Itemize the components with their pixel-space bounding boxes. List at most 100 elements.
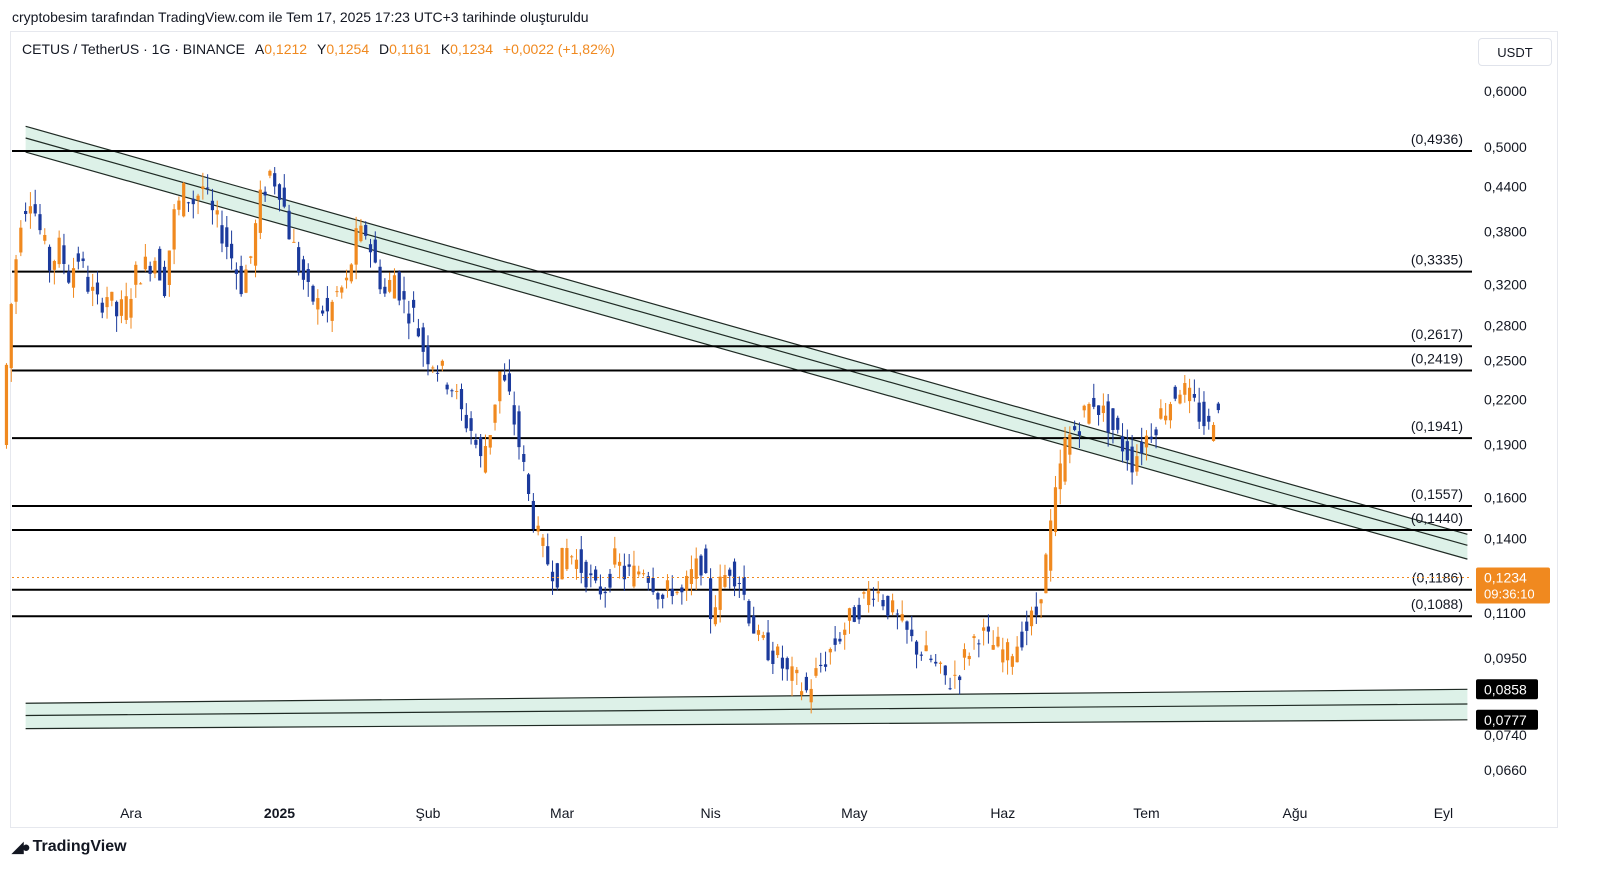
candle-body: [800, 691, 804, 695]
candle-body: [388, 279, 392, 292]
y-axis-tick-label: 0,2500: [1484, 352, 1527, 368]
candle-body: [1015, 646, 1019, 663]
candle-body: [814, 668, 818, 676]
candle-body: [258, 189, 262, 233]
candle-body: [967, 655, 971, 660]
level-label: (0,1088): [1411, 596, 1463, 612]
candle-body: [43, 234, 47, 241]
candle-body: [488, 434, 492, 448]
candle-body: [1106, 401, 1110, 433]
candle-body: [76, 253, 80, 262]
candle-body: [1096, 405, 1101, 415]
candle-body: [1020, 631, 1024, 648]
level-label: (0,3335): [1411, 252, 1463, 268]
candle-body: [138, 283, 143, 285]
candle-body: [617, 561, 622, 566]
y-axis-tick-label: 0,0740: [1484, 727, 1527, 743]
candle-body: [828, 648, 832, 653]
candle-body: [368, 244, 373, 253]
y-axis-tick-label: 0,3200: [1484, 276, 1527, 292]
high-value: 0,1254: [326, 41, 370, 57]
candle-body: [287, 210, 291, 240]
level-label: (0,1941): [1411, 418, 1463, 434]
candle-body: [445, 384, 449, 390]
candle-body: [867, 589, 871, 606]
tradingview-logo[interactable]: ◢● TradingView: [12, 838, 127, 856]
tradingview-logo-icon: ◢●: [12, 839, 31, 856]
descending-channel-fill: [25, 126, 1468, 560]
descending-channel-lower-line: [25, 151, 1468, 560]
candle-body: [780, 657, 785, 669]
candle-body: [613, 548, 617, 565]
candle-body: [943, 665, 947, 676]
candle-body: [627, 564, 631, 567]
candle-body: [689, 569, 694, 585]
candle-body: [110, 291, 114, 301]
candle-body: [622, 565, 626, 580]
candle-body: [1164, 415, 1168, 421]
candle-body: [220, 225, 224, 244]
candle-body: [1207, 415, 1211, 422]
candle-body: [680, 587, 684, 593]
y-axis-tick-label: 0,0950: [1484, 650, 1527, 666]
candle-body: [608, 573, 612, 588]
y-axis-tick-label: 0,0660: [1484, 762, 1527, 778]
candle-body: [991, 645, 995, 650]
candle-body: [1187, 387, 1192, 402]
close-value: 0,1234: [450, 41, 493, 57]
y-axis-tick-label: 0,2800: [1484, 317, 1527, 333]
candle-body: [158, 248, 162, 281]
candle-body: [325, 297, 329, 312]
candle-body: [277, 184, 282, 200]
candle-body: [1049, 520, 1053, 571]
candle-body: [503, 374, 507, 381]
candle-body: [229, 243, 234, 259]
candle-body: [704, 548, 708, 573]
candle-body: [364, 225, 368, 236]
support-channel-middle-line: [25, 703, 1468, 717]
candle-body: [771, 650, 775, 664]
descending-channel-middle-line: [25, 137, 1468, 546]
x-axis-tick-label: 2025: [264, 805, 295, 821]
candle-body: [124, 296, 128, 320]
candle-body: [1211, 424, 1216, 441]
candle-body: [479, 437, 483, 457]
price-tag-box: [1476, 679, 1538, 700]
candle-body: [38, 214, 42, 231]
candle-body: [699, 555, 703, 576]
currency-button[interactable]: USDT: [1478, 38, 1552, 66]
support-channel-fill: [25, 689, 1468, 729]
candle-body: [1111, 408, 1115, 431]
candle-body: [1216, 403, 1220, 411]
candle-body: [14, 259, 18, 302]
candle-body: [340, 287, 344, 293]
candle-body: [431, 367, 435, 369]
candle-body: [948, 688, 952, 690]
candle-body: [52, 260, 56, 270]
candle-body: [1144, 435, 1149, 448]
candle-body: [1159, 408, 1163, 419]
candle-body: [330, 301, 334, 321]
candle-body: [440, 360, 444, 366]
candle-body: [1073, 426, 1077, 430]
candle-body: [953, 674, 957, 676]
x-axis-tick-label: Haz: [990, 805, 1015, 821]
candle-body: [268, 170, 272, 176]
level-label: (0,1440): [1411, 510, 1463, 526]
candle-body: [1125, 441, 1129, 461]
candle-body: [938, 662, 943, 664]
candle-body: [129, 298, 133, 318]
symbol-name[interactable]: CETUS / TetherUS · 1G · BINANCE: [22, 41, 246, 57]
candle-body: [177, 200, 181, 210]
candle-body: [910, 629, 914, 637]
candle-body: [871, 598, 876, 600]
candle-body: [426, 345, 430, 365]
x-axis-tick-label: Tem: [1133, 805, 1159, 821]
candle-body: [1168, 404, 1173, 421]
chart-frame: [10, 31, 1558, 828]
candle-body: [661, 594, 665, 599]
candle-body: [962, 649, 967, 658]
candle-body: [172, 209, 176, 250]
candle-body: [790, 666, 794, 681]
